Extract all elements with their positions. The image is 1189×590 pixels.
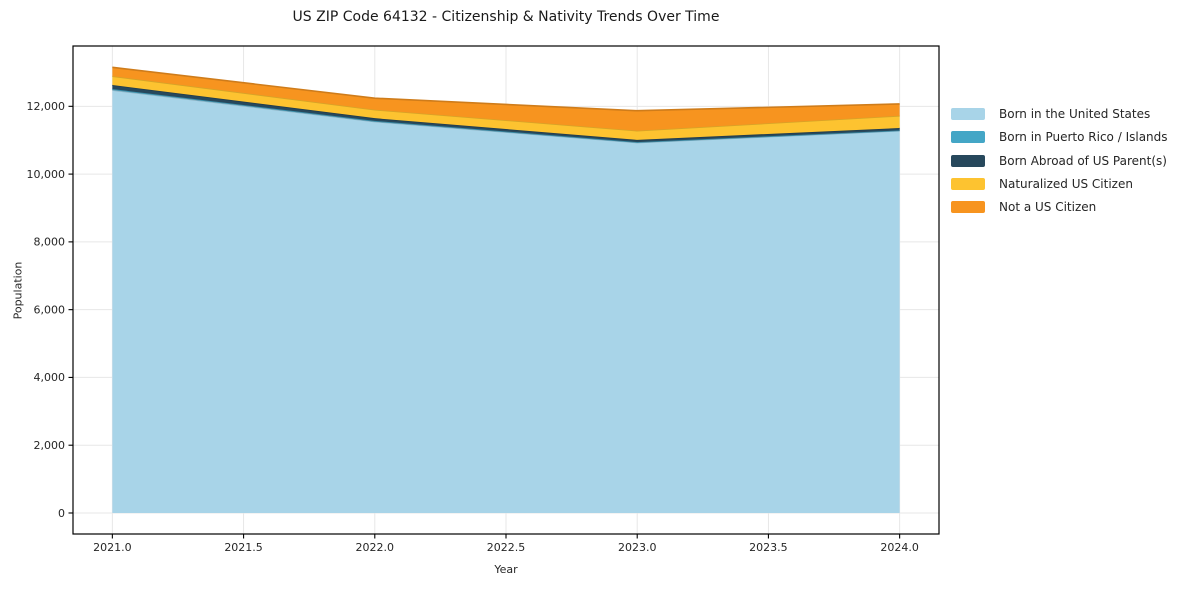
y-tick-label: 10,000: [27, 168, 66, 181]
legend-swatch: [951, 154, 985, 167]
legend-item: Not a US Citizen: [951, 200, 1168, 215]
y-tick-label: 6,000: [34, 303, 66, 316]
y-tick-label: 8,000: [34, 236, 66, 249]
y-tick-label: 0: [58, 507, 65, 520]
x-axis-label: Year: [494, 563, 518, 576]
legend-swatch: [951, 108, 985, 120]
legend-item: Naturalized US Citizen: [951, 176, 1168, 191]
legend-swatch: [951, 131, 985, 144]
area-series-edge: [112, 66, 900, 112]
y-tick-label: 2,000: [34, 439, 66, 452]
legend: Born in the United States Born in Puerto …: [951, 107, 1168, 224]
area-series: [112, 76, 900, 140]
legend-item: Born in the United States: [951, 107, 1168, 121]
x-tick-label: 2023.0: [618, 541, 657, 554]
legend-label: Born Abroad of US Parent(s): [999, 153, 1167, 168]
legend-label: Born in the United States: [999, 107, 1151, 121]
legend-swatch: [951, 201, 985, 214]
x-tick-label: 2021.0: [93, 541, 132, 554]
x-tick-label: 2022.0: [356, 541, 395, 554]
area-series: [112, 90, 900, 513]
y-axis-label: Population: [11, 261, 25, 320]
x-tick-label: 2024.0: [880, 541, 919, 554]
y-tick-label: 12,000: [27, 100, 66, 113]
x-tick-label: 2021.5: [224, 541, 263, 554]
area-series: [112, 84, 900, 143]
legend-swatch: [951, 177, 985, 190]
x-tick-label: 2022.5: [487, 541, 526, 554]
chart-title: US ZIP Code 64132 - Citizenship & Nativi…: [292, 9, 720, 25]
y-tick-label: 4,000: [34, 371, 66, 384]
x-tick-label: 2023.5: [749, 541, 788, 554]
legend-label: Born in Puerto Rico / Islands: [999, 130, 1168, 145]
legend-item: Born in Puerto Rico / Islands: [951, 130, 1168, 145]
legend-label: Not a US Citizen: [999, 200, 1097, 215]
area-series: [112, 67, 900, 131]
legend-label: Naturalized US Citizen: [999, 176, 1133, 191]
legend-item: Born Abroad of US Parent(s): [951, 153, 1168, 168]
